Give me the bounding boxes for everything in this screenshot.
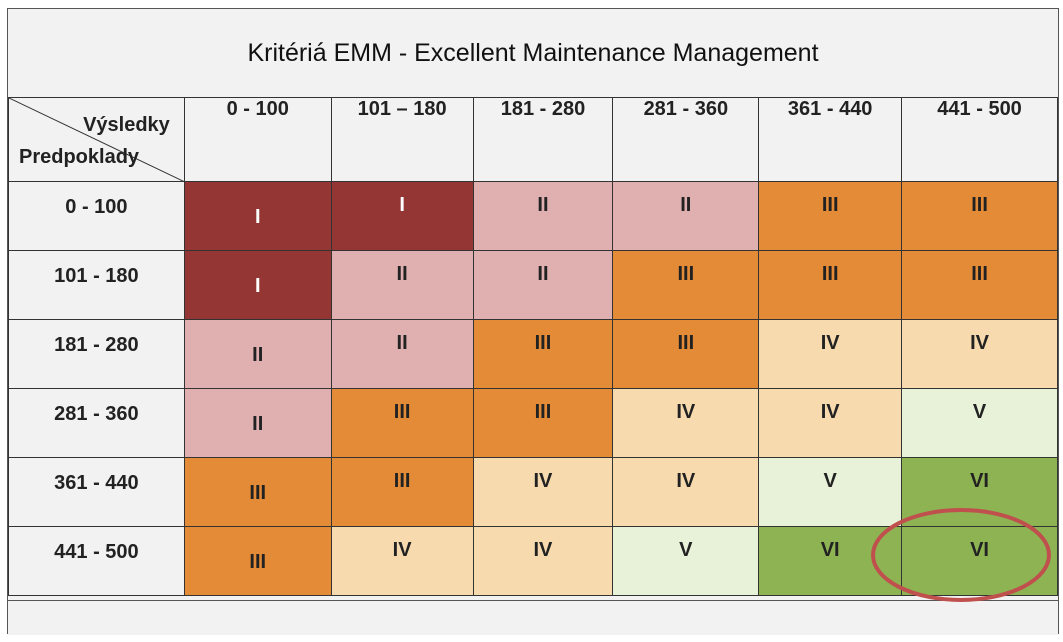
matrix-cell: III bbox=[330, 457, 474, 527]
matrix-cell: II bbox=[330, 319, 474, 389]
matrix-cell: I bbox=[330, 181, 474, 251]
matrix-row: 361 - 440 III III IV IV V VI bbox=[8, 457, 1058, 527]
matrix-cell: IV bbox=[758, 388, 903, 458]
row-header: 361 - 440 bbox=[8, 457, 185, 527]
level-label: IV bbox=[820, 332, 840, 354]
row-header: 281 - 360 bbox=[8, 388, 185, 458]
matrix-cell: IV bbox=[330, 526, 474, 596]
matrix-row: 441 - 500 III IV IV V VI VI bbox=[8, 526, 1058, 596]
level-label: II bbox=[252, 413, 264, 435]
level-label: VI bbox=[970, 470, 989, 492]
level-label: I bbox=[399, 194, 405, 216]
matrix-cell: III bbox=[901, 250, 1058, 320]
matrix-cell: IV bbox=[612, 457, 760, 527]
level-label: II bbox=[680, 194, 692, 216]
column-header: 0 - 100 bbox=[183, 97, 332, 182]
level-label: III bbox=[249, 482, 267, 504]
level-label: VI bbox=[820, 539, 840, 561]
level-label: III bbox=[971, 263, 988, 285]
level-label: IV bbox=[676, 470, 696, 492]
level-label: III bbox=[821, 194, 839, 216]
level-label: III bbox=[677, 263, 695, 285]
emm-matrix-frame: Kritériá EMM - Excellent Maintenance Man… bbox=[7, 8, 1059, 635]
level-label: IV bbox=[533, 539, 553, 561]
level-label: V bbox=[823, 470, 837, 492]
level-label: IV bbox=[820, 401, 840, 423]
matrix-row: 281 - 360 II III III IV IV V bbox=[8, 388, 1058, 458]
column-header: 361 - 440 bbox=[758, 97, 903, 182]
level-label: III bbox=[393, 401, 411, 423]
level-label: III bbox=[393, 470, 411, 492]
level-label: I bbox=[254, 206, 261, 228]
column-header: 441 - 500 bbox=[901, 97, 1058, 182]
row-header: 101 - 180 bbox=[8, 250, 185, 320]
level-label: I bbox=[254, 275, 261, 297]
level-label: II bbox=[537, 263, 549, 285]
page-title: Kritériá EMM - Excellent Maintenance Man… bbox=[247, 38, 819, 67]
results-axis-label: Výsledky bbox=[83, 114, 170, 136]
diagonal-divider bbox=[9, 98, 185, 182]
corner-cell: Výsledky Predpoklady bbox=[8, 97, 185, 182]
level-label: IV bbox=[392, 539, 412, 561]
level-label: V bbox=[972, 401, 987, 423]
column-header: 101 – 180 bbox=[330, 97, 474, 182]
matrix-cell: III bbox=[612, 250, 760, 320]
matrix-cell: II bbox=[330, 250, 474, 320]
matrix-cell: IV bbox=[472, 526, 614, 596]
row-header: 441 - 500 bbox=[8, 526, 185, 596]
matrix-cell: I bbox=[183, 250, 332, 320]
matrix-cell: III bbox=[183, 457, 332, 527]
footer-bar bbox=[8, 600, 1058, 635]
matrix-row: 181 - 280 II II III III IV IV bbox=[8, 319, 1058, 389]
matrix-cell: III bbox=[330, 388, 474, 458]
level-label: III bbox=[971, 194, 988, 216]
matrix-cell: III bbox=[183, 526, 332, 596]
matrix-cell: V bbox=[612, 526, 760, 596]
level-label: V bbox=[679, 539, 693, 561]
matrix-cell: III bbox=[472, 319, 614, 389]
level-label: VI bbox=[970, 539, 989, 561]
level-label: IV bbox=[970, 332, 989, 354]
matrix-cell: II bbox=[183, 319, 332, 389]
highlight-ellipse bbox=[871, 508, 1051, 602]
matrix-cell: IV bbox=[612, 388, 760, 458]
column-header: 281 - 360 bbox=[612, 97, 760, 182]
matrix-body: 0 - 100 I I II II III III 101 - 180 I II II III III I… bbox=[8, 181, 1058, 596]
matrix-cell: II bbox=[472, 250, 614, 320]
matrix-cell: IV bbox=[901, 319, 1058, 389]
assumptions-axis-label: Predpoklady bbox=[19, 146, 140, 168]
matrix-row: 101 - 180 I II II III III III bbox=[8, 250, 1058, 320]
column-header: 181 - 280 bbox=[472, 97, 614, 182]
matrix-cell: V bbox=[901, 388, 1058, 458]
matrix-row: 0 - 100 I I II II III III bbox=[8, 181, 1058, 251]
matrix-cell: III bbox=[758, 250, 903, 320]
matrix-cell: II bbox=[183, 388, 332, 458]
level-label: III bbox=[534, 401, 552, 423]
level-label: III bbox=[677, 332, 695, 354]
matrix-cell: III bbox=[758, 181, 903, 251]
row-header: 181 - 280 bbox=[8, 319, 185, 389]
row-header: 0 - 100 bbox=[8, 181, 185, 251]
matrix-cell: III bbox=[472, 388, 614, 458]
header-row: Výsledky Predpoklady 0 - 100 101 – 180 1… bbox=[8, 97, 1058, 182]
matrix-cell: II bbox=[472, 181, 614, 251]
level-label: III bbox=[249, 551, 267, 573]
level-label: II bbox=[252, 344, 264, 366]
matrix-cell: II bbox=[612, 181, 760, 251]
matrix-cell: I bbox=[183, 181, 332, 251]
level-label: IV bbox=[533, 470, 553, 492]
level-label: II bbox=[396, 332, 408, 354]
level-label: II bbox=[396, 263, 408, 285]
matrix-cell: IV bbox=[472, 457, 614, 527]
matrix-cell: IV bbox=[758, 319, 903, 389]
level-label: III bbox=[821, 263, 839, 285]
level-label: IV bbox=[676, 401, 696, 423]
level-label: II bbox=[537, 194, 549, 216]
emm-matrix-table: Výsledky Predpoklady 0 - 100 101 – 180 1… bbox=[8, 97, 1058, 596]
level-label: III bbox=[534, 332, 552, 354]
matrix-cell: III bbox=[901, 181, 1058, 251]
matrix-cell: V bbox=[758, 457, 903, 527]
matrix-cell: III bbox=[612, 319, 760, 389]
